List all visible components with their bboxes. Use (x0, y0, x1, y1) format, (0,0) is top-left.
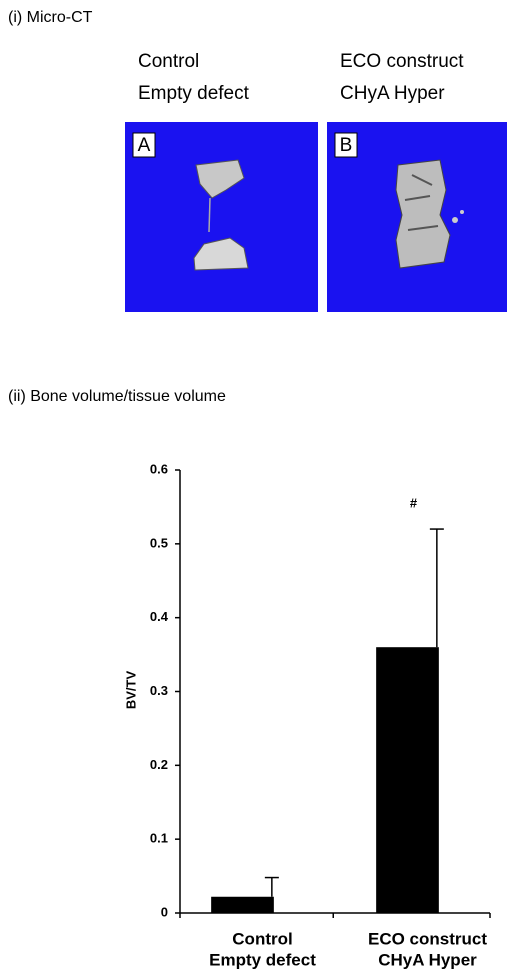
y-tick-label: 0.6 (150, 461, 168, 476)
y-tick-label: 0.2 (150, 757, 168, 772)
micro-ct-image: B (327, 122, 507, 312)
y-tick-label: 0.1 (150, 831, 168, 846)
image-label: A (138, 135, 151, 156)
image-caption: ECO construct (340, 51, 464, 72)
x-tick-label: Control (232, 929, 292, 948)
micro-ct-image: A (125, 122, 318, 312)
image-label: B (340, 135, 353, 156)
bar (211, 897, 274, 913)
bar (376, 647, 439, 913)
annotation: # (410, 496, 418, 511)
panel-title: (ii) Bone volume/tissue volume (8, 388, 226, 405)
figure: (i) Micro-CT Control Empty defect ECO co… (0, 0, 510, 976)
y-tick-label: 0.5 (150, 535, 168, 550)
y-tick-label: 0.3 (150, 683, 168, 698)
y-axis-label: BV/TV (123, 671, 138, 710)
x-tick-label: CHyA Hyper (378, 950, 477, 969)
x-tick-label: ECO construct (368, 929, 487, 948)
image-caption: Empty defect (138, 83, 250, 104)
panel-title: (i) Micro-CT (8, 9, 93, 26)
x-tick-label: Empty defect (209, 950, 316, 969)
y-tick-label: 0.4 (150, 609, 169, 624)
image-caption: CHyA Hyper (340, 83, 445, 104)
image-caption: Control (138, 51, 199, 72)
y-tick-label: 0 (161, 904, 168, 919)
